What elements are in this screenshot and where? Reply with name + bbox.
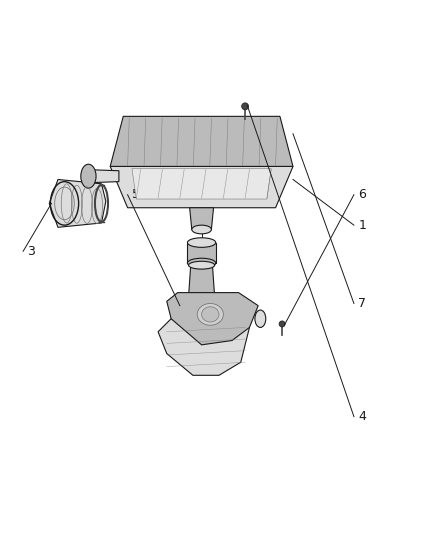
Polygon shape [188, 265, 215, 297]
Ellipse shape [192, 225, 212, 234]
Polygon shape [187, 243, 216, 263]
Polygon shape [110, 166, 293, 208]
Polygon shape [190, 208, 214, 230]
Ellipse shape [255, 310, 266, 327]
Text: 4: 4 [358, 410, 366, 423]
Polygon shape [132, 168, 271, 199]
Text: 1: 1 [358, 219, 366, 232]
Polygon shape [110, 116, 293, 166]
Ellipse shape [187, 258, 216, 268]
Ellipse shape [187, 238, 216, 247]
Circle shape [242, 103, 249, 110]
Ellipse shape [201, 307, 219, 322]
Text: 7: 7 [358, 297, 366, 310]
Circle shape [279, 321, 285, 327]
Text: 5: 5 [132, 188, 140, 201]
Ellipse shape [81, 164, 96, 188]
Text: 3: 3 [28, 245, 35, 258]
Polygon shape [158, 319, 250, 375]
Polygon shape [49, 180, 106, 228]
Ellipse shape [197, 303, 223, 325]
Polygon shape [88, 169, 119, 183]
Polygon shape [167, 293, 258, 345]
Text: 6: 6 [358, 188, 366, 201]
Ellipse shape [188, 261, 215, 269]
